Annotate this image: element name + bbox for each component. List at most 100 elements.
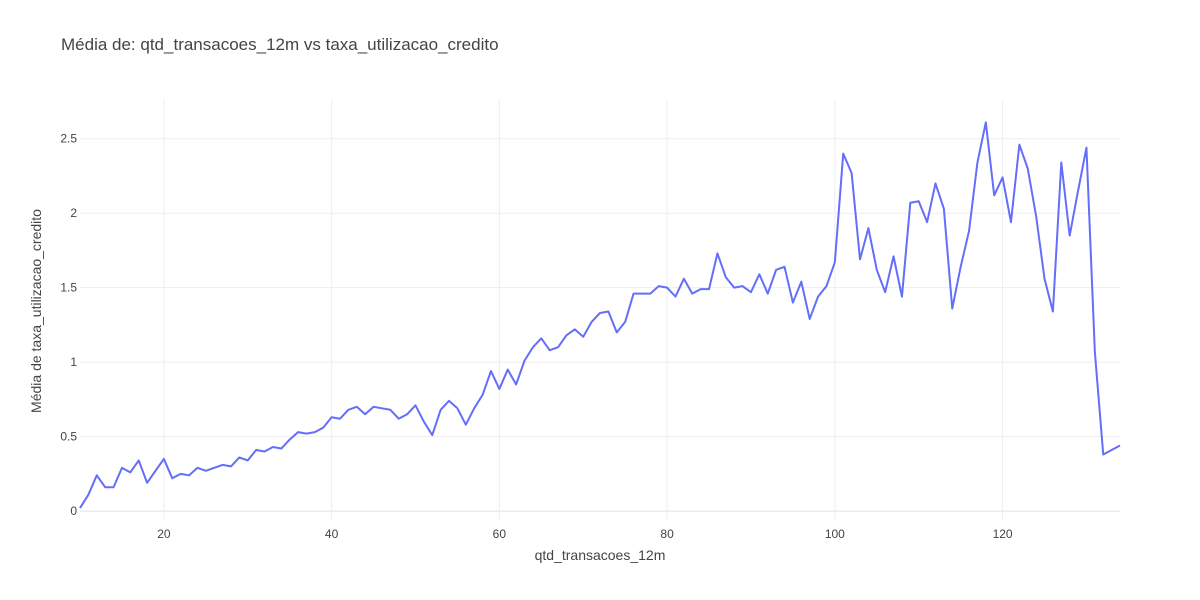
data-point	[716, 252, 718, 254]
data-point	[540, 337, 542, 339]
y-tick-label: 2	[70, 206, 77, 220]
data-point	[951, 308, 953, 310]
data-point	[884, 291, 886, 293]
data-point	[154, 470, 156, 472]
data-point	[465, 424, 467, 426]
x-axis-ticks: 20 40 60 80 100 120	[157, 527, 1013, 541]
data-point	[649, 293, 651, 295]
data-point	[993, 194, 995, 196]
data-point	[414, 404, 416, 406]
data-point	[398, 418, 400, 420]
data-point	[1052, 310, 1054, 312]
plot-area	[79, 121, 1121, 509]
data-point	[222, 464, 224, 466]
data-point	[1060, 162, 1062, 164]
data-point	[565, 334, 567, 336]
data-point	[985, 121, 987, 123]
data-point	[238, 456, 240, 458]
data-point	[297, 431, 299, 433]
data-point	[79, 507, 81, 509]
data-point	[163, 458, 165, 460]
data-point	[658, 285, 660, 287]
data-point	[876, 269, 878, 271]
data-point	[893, 255, 895, 257]
data-point	[406, 413, 408, 415]
data-point	[532, 346, 534, 348]
data-point	[280, 448, 282, 450]
data-point	[138, 459, 140, 461]
x-tick-label: 60	[493, 527, 507, 541]
data-point	[180, 473, 182, 475]
data-point	[247, 459, 249, 461]
data-point	[851, 172, 853, 174]
data-point	[867, 227, 869, 229]
data-point	[314, 431, 316, 433]
data-point	[305, 433, 307, 435]
data-point	[1027, 168, 1029, 170]
data-point	[1094, 351, 1096, 353]
data-point	[1044, 278, 1046, 280]
data-point	[188, 474, 190, 476]
data-point	[901, 296, 903, 298]
data-point	[1002, 176, 1004, 178]
y-tick-label: 0.5	[60, 430, 77, 444]
data-point	[599, 312, 601, 314]
data-point	[1119, 445, 1121, 447]
data-point	[264, 450, 266, 452]
data-point	[758, 273, 760, 275]
data-point	[205, 470, 207, 472]
y-tick-label: 0	[70, 504, 77, 518]
data-point	[230, 465, 232, 467]
data-point	[87, 494, 89, 496]
data-point	[842, 153, 844, 155]
data-point	[373, 406, 375, 408]
data-point	[591, 321, 593, 323]
data-point	[767, 293, 769, 295]
data-point	[633, 293, 635, 295]
data-point	[490, 370, 492, 372]
data-point	[624, 321, 626, 323]
data-point	[524, 360, 526, 362]
data-point	[322, 427, 324, 429]
data-point	[255, 449, 257, 451]
chart-title: Média de: qtd_transacoes_12m vs taxa_uti…	[61, 35, 499, 54]
data-point	[482, 394, 484, 396]
data-point	[968, 230, 970, 232]
data-point	[1111, 449, 1113, 451]
data-point	[775, 269, 777, 271]
data-point	[792, 302, 794, 304]
data-point	[1069, 235, 1071, 237]
x-tick-label: 100	[825, 527, 845, 541]
data-point	[1035, 215, 1037, 217]
data-point	[1018, 144, 1020, 146]
data-point	[557, 346, 559, 348]
data-point	[423, 421, 425, 423]
data-point	[339, 418, 341, 420]
data-point	[213, 467, 215, 469]
data-point	[616, 331, 618, 333]
data-point	[549, 349, 551, 351]
data-point	[1102, 453, 1104, 455]
data-point	[440, 409, 442, 411]
data-point	[473, 407, 475, 409]
data-point	[909, 202, 911, 204]
x-tick-label: 120	[993, 527, 1013, 541]
data-point	[431, 434, 433, 436]
data-point	[641, 293, 643, 295]
y-tick-label: 2.5	[60, 132, 77, 146]
grid	[80, 100, 1120, 520]
data-point	[750, 291, 752, 293]
data-point	[918, 200, 920, 202]
data-point	[196, 467, 198, 469]
data-point	[800, 281, 802, 283]
data-points	[79, 121, 1121, 509]
data-point	[381, 407, 383, 409]
series-line	[79, 121, 1121, 509]
data-point	[121, 467, 123, 469]
data-point	[347, 409, 349, 411]
y-axis-ticks: 0 0.5 1 1.5 2 2.5	[60, 132, 77, 518]
y-tick-label: 1	[70, 355, 77, 369]
data-point	[389, 409, 391, 411]
data-point	[113, 486, 115, 488]
